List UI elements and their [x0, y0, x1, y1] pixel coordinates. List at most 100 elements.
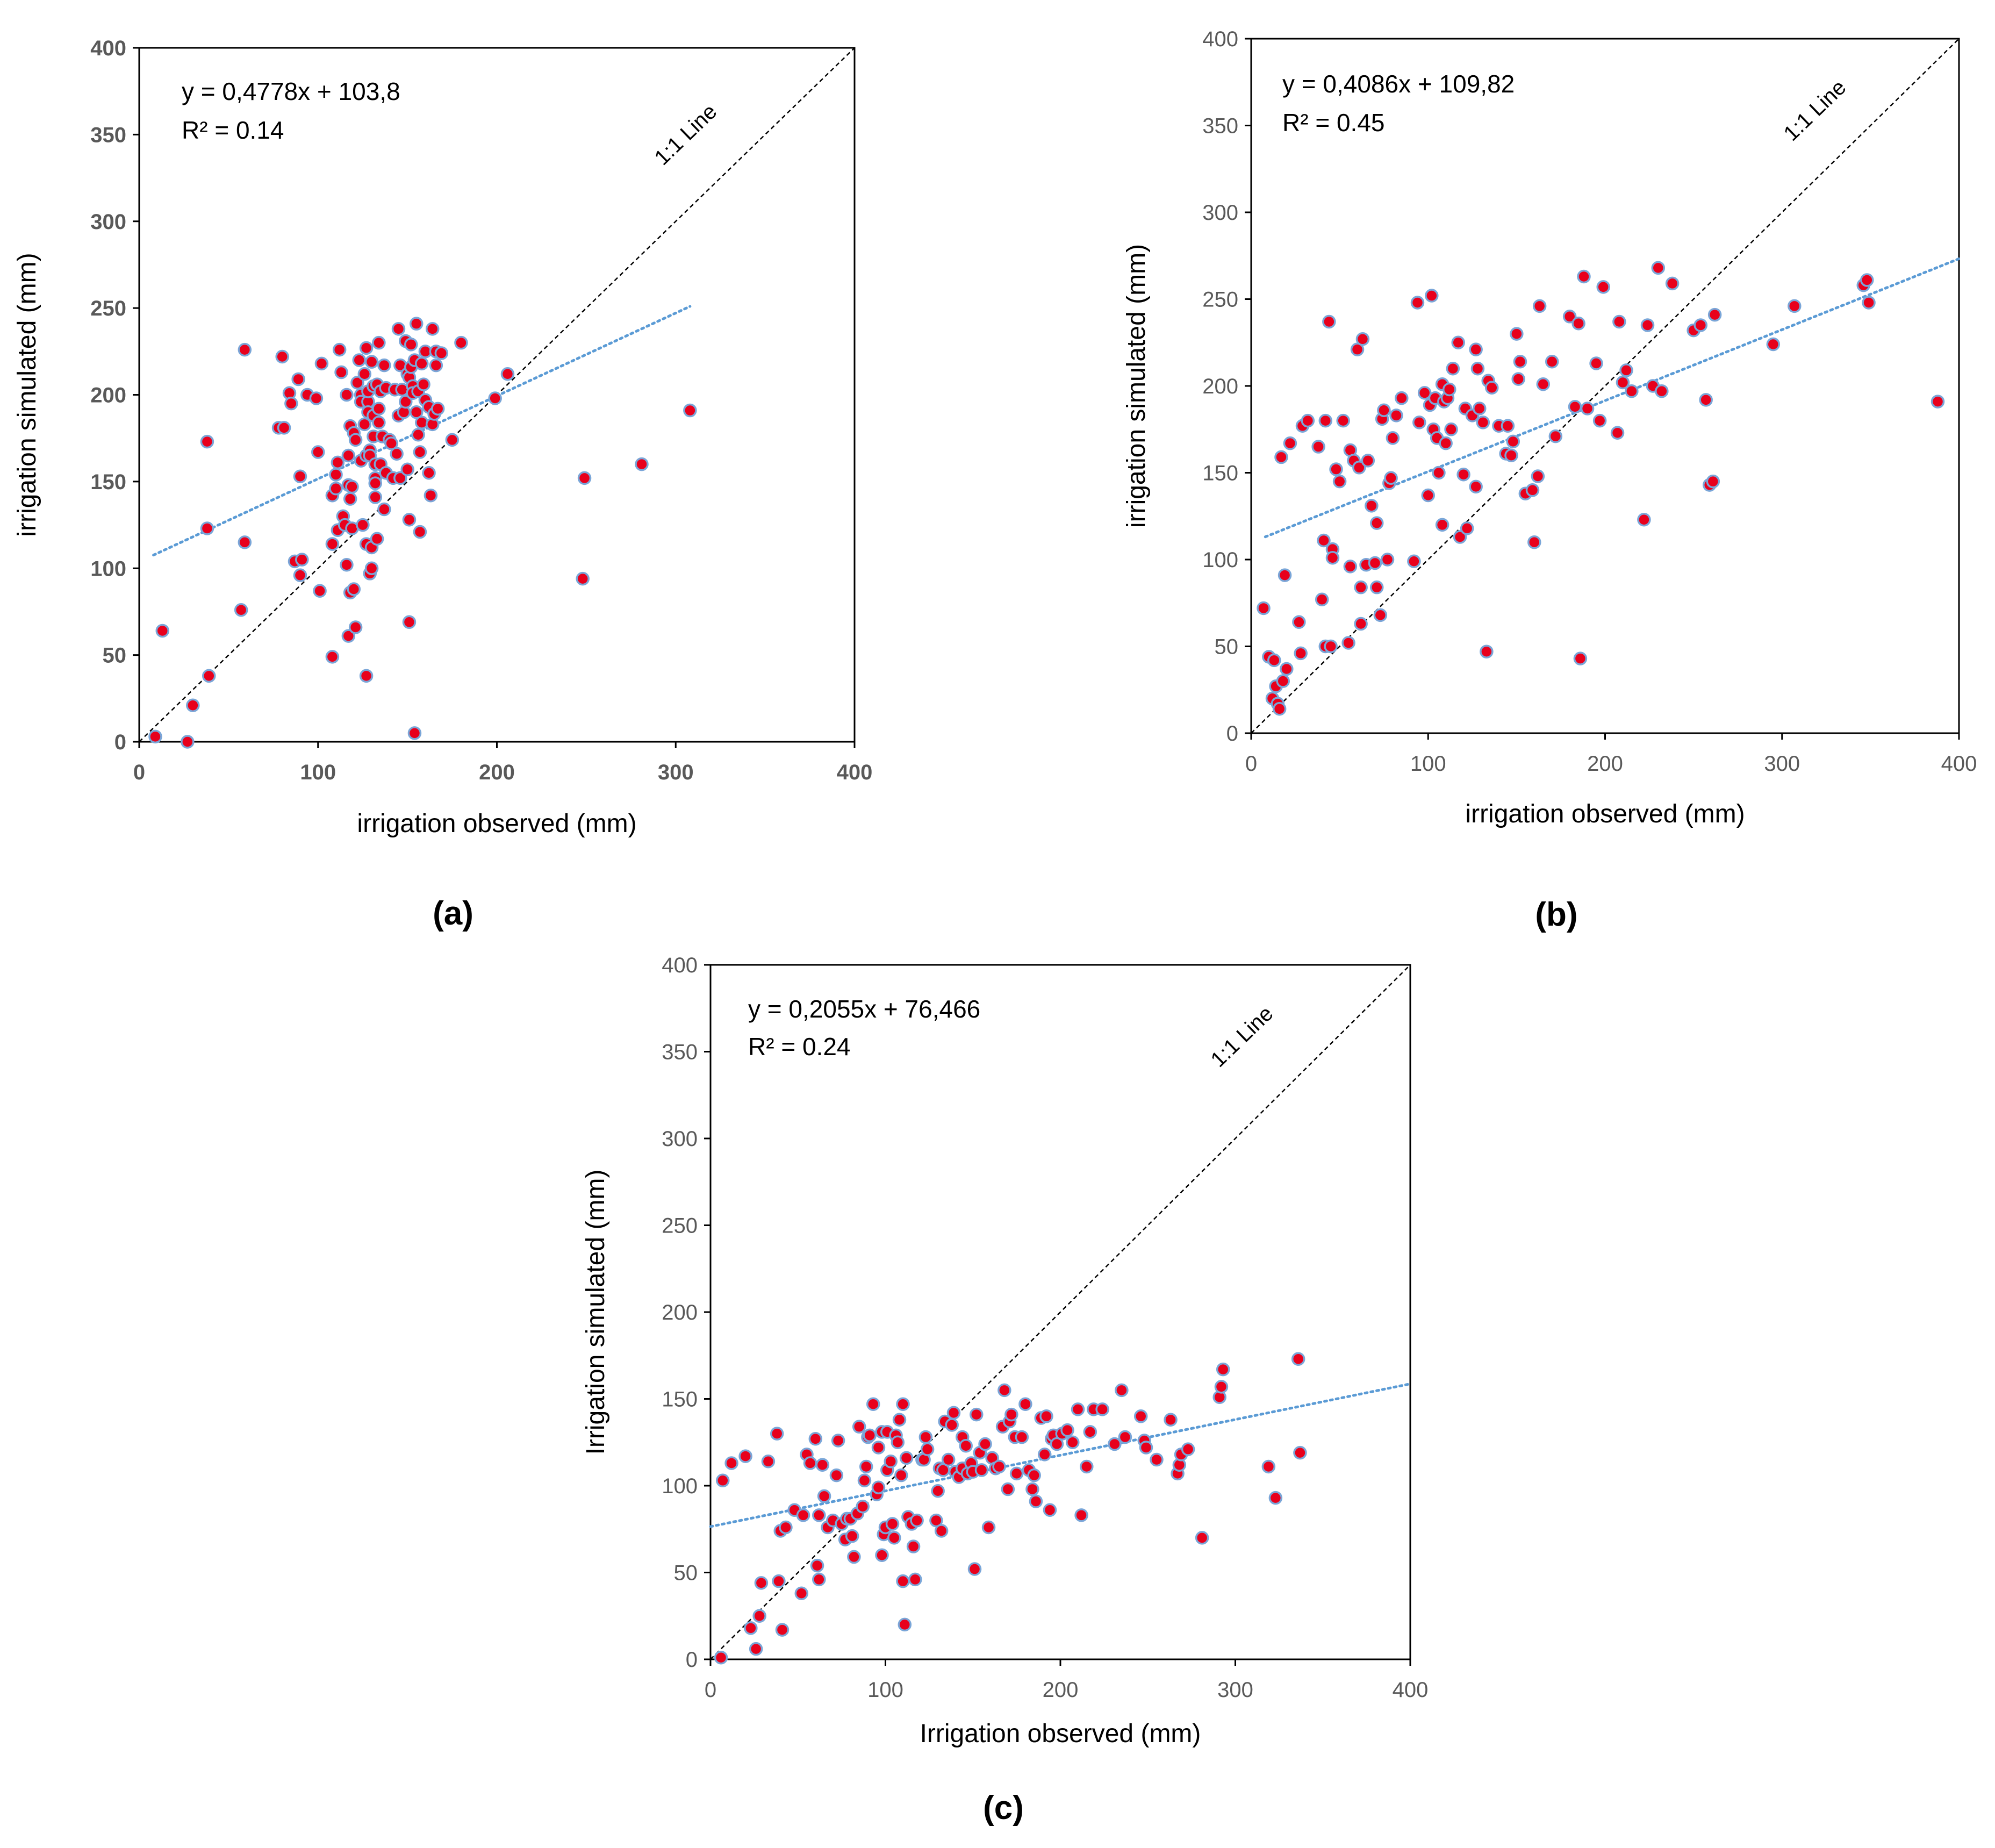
data-point [1612, 314, 1626, 329]
data-point [391, 322, 406, 336]
data-point [1071, 1402, 1085, 1416]
data-point [1150, 1452, 1164, 1467]
data-point [345, 479, 359, 494]
y-tick-label: 250 [662, 1214, 698, 1238]
data-point [1311, 440, 1325, 454]
data-point [845, 1529, 859, 1543]
data-point [1637, 512, 1651, 527]
data-point [847, 1550, 861, 1564]
data-point [1272, 702, 1287, 716]
data-point [325, 650, 340, 664]
data-point [402, 615, 417, 629]
data-point [1025, 1482, 1039, 1496]
data-point [1456, 467, 1470, 482]
data-point [313, 584, 327, 598]
y-tick-label: 0 [686, 1648, 698, 1672]
y-tick-label: 300 [1202, 201, 1238, 225]
data-point [946, 1406, 961, 1420]
data-point [754, 1576, 769, 1590]
data-point [997, 1383, 1011, 1398]
data-point [779, 1520, 793, 1535]
data-point [1444, 422, 1458, 436]
data-point [906, 1539, 921, 1553]
data-point [974, 1463, 989, 1477]
data-point [1329, 462, 1343, 476]
data-point [738, 1449, 752, 1463]
data-point [1181, 1442, 1195, 1456]
data-point [716, 1473, 730, 1488]
y-tick-label: 250 [90, 297, 126, 320]
data-point [1039, 1409, 1053, 1423]
data-point [1278, 568, 1292, 582]
panel-b: 0 100 200 300 400 0 50 100 150 200 250 300 350 400 irr… [1122, 27, 1977, 933]
y-tick-label: 300 [662, 1127, 698, 1151]
data-point [1513, 355, 1527, 369]
panel-a: 0 100 200 300 400 0 50 100 150 200 250 300 350 400 irr… [13, 37, 872, 932]
data-point [334, 365, 348, 379]
data-point [770, 1427, 784, 1441]
data-point [357, 417, 372, 432]
data-point [1439, 436, 1453, 450]
data-point [1651, 261, 1666, 275]
data-point [875, 1548, 889, 1562]
x-tick-label: 100 [300, 761, 336, 784]
data-point [1766, 337, 1781, 352]
data-point [1407, 554, 1421, 568]
data-point [1470, 361, 1485, 376]
data-point [1280, 662, 1294, 676]
data-point [1267, 653, 1281, 668]
data-point [1341, 636, 1355, 650]
data-point [1261, 1459, 1276, 1474]
data-point [377, 502, 391, 517]
data-point [275, 349, 289, 364]
data-point [1389, 409, 1403, 422]
x-tick-label: 200 [479, 761, 515, 784]
data-point [831, 1434, 845, 1448]
data-point [1293, 1445, 1307, 1460]
data-point [871, 1441, 886, 1455]
x-tick-label: 0 [705, 1678, 716, 1702]
y-tick-label: 0 [114, 730, 126, 754]
data-point [749, 1642, 763, 1656]
data-point [1706, 474, 1720, 489]
y-tick-label: 200 [1202, 375, 1238, 398]
y-tick-label: 100 [90, 557, 126, 581]
y-tick-label: 50 [103, 644, 127, 668]
data-point [714, 1651, 728, 1665]
data-point [1274, 450, 1288, 464]
y-tick-label: 0 [1226, 722, 1238, 746]
panel-label: (a) [433, 895, 473, 932]
data-point [1453, 530, 1467, 544]
y-tick-label: 100 [662, 1474, 698, 1498]
data-point [1354, 617, 1368, 631]
data-point [978, 1437, 992, 1451]
y-axis-label: Irrigation simulated (mm) [582, 1170, 610, 1455]
data-point [1325, 551, 1340, 565]
data-point [891, 1435, 905, 1449]
y-tick-label: 400 [662, 954, 698, 977]
data-point [340, 388, 354, 402]
data-point [1294, 646, 1308, 661]
data-point [1525, 483, 1540, 497]
data-point [370, 532, 384, 546]
data-point [1373, 608, 1388, 622]
data-point [1043, 1503, 1057, 1517]
y-tick-label: 250 [1202, 288, 1238, 312]
data-point [1365, 499, 1379, 513]
data-point [424, 488, 438, 503]
data-point [343, 492, 357, 506]
y-tick-label: 50 [674, 1562, 698, 1585]
data-point [314, 356, 329, 371]
data-point [1315, 592, 1329, 607]
y-tick-label: 100 [1202, 548, 1238, 572]
data-point [340, 558, 354, 572]
data-point [1164, 1413, 1178, 1427]
data-point [238, 342, 252, 357]
data-point [852, 1420, 866, 1434]
data-point [368, 476, 382, 490]
data-point [1216, 1362, 1230, 1377]
data-point [384, 436, 398, 450]
data-point [311, 445, 325, 459]
data-point [931, 1484, 945, 1498]
data-point [1573, 651, 1588, 665]
